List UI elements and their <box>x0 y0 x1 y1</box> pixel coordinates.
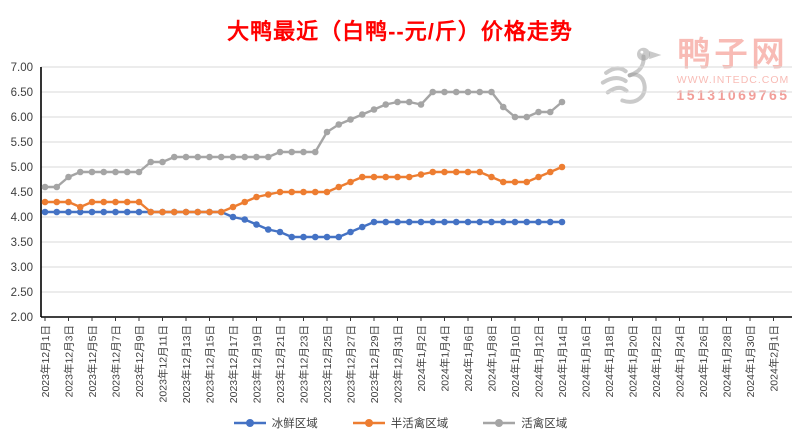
svg-text:2024年2月1日: 2024年2月1日 <box>768 325 781 392</box>
svg-text:2024年1月6日: 2024年1月6日 <box>462 325 475 392</box>
svg-text:6.50: 6.50 <box>11 87 33 99</box>
svg-text:2024年1月20日: 2024年1月20日 <box>627 325 640 397</box>
svg-text:2023年12月11日: 2023年12月11日 <box>157 325 170 402</box>
legend-label: 活禽区域 <box>521 418 568 430</box>
svg-text:2024年1月16日: 2024年1月16日 <box>580 325 593 397</box>
svg-text:2023年12月29日: 2023年12月29日 <box>368 325 381 403</box>
svg-text:2023年12月5日: 2023年12月5日 <box>86 325 99 397</box>
svg-text:2.50: 2.50 <box>11 287 33 299</box>
svg-text:6.00: 6.00 <box>11 112 33 124</box>
svg-text:2023年12月3日: 2023年12月3日 <box>63 325 76 397</box>
svg-text:2023年12月13日: 2023年12月13日 <box>180 325 193 403</box>
legend-item-chilled-area[interactable]: 冰鲜区域 <box>233 415 318 431</box>
svg-text:2024年1月28日: 2024年1月28日 <box>721 325 734 397</box>
svg-text:4.50: 4.50 <box>11 187 33 199</box>
svg-text:2023年12月31日: 2023年12月31日 <box>392 325 405 403</box>
chart-legend: 冰鲜区域 半活禽区域 活禽区域 <box>0 415 800 431</box>
svg-text:2023年12月21日: 2023年12月21日 <box>274 325 287 403</box>
legend-label: 半活禽区域 <box>390 418 449 430</box>
svg-text:2024年1月30日: 2024年1月30日 <box>744 325 757 397</box>
svg-text:3.00: 3.00 <box>11 262 33 274</box>
legend-line-dot-icon <box>233 419 266 427</box>
legend-item-live-poultry-area[interactable]: 活禽区域 <box>482 415 567 431</box>
svg-text:2023年12月27日: 2023年12月27日 <box>345 325 358 403</box>
svg-text:2023年12月9日: 2023年12月9日 <box>133 325 146 397</box>
svg-text:2024年1月14日: 2024年1月14日 <box>556 325 569 397</box>
svg-text:2024年1月12日: 2024年1月12日 <box>533 325 546 397</box>
legend-item-semi-live-poultry-area[interactable]: 半活禽区域 <box>352 415 449 431</box>
svg-text:2023年12月1日: 2023年12月1日 <box>39 325 52 397</box>
svg-text:7.00: 7.00 <box>11 62 33 74</box>
svg-text:2023年12月7日: 2023年12月7日 <box>110 325 123 397</box>
svg-text:5.50: 5.50 <box>11 137 33 149</box>
svg-text:2023年12月23日: 2023年12月23日 <box>298 325 311 403</box>
svg-text:2024年1月22日: 2024年1月22日 <box>650 325 663 397</box>
svg-text:2023年12月17日: 2023年12月17日 <box>227 325 240 403</box>
svg-text:2023年12月15日: 2023年12月15日 <box>204 325 217 403</box>
chart-title: 大鸭最近（白鸭--元/斤）价格走势 <box>227 19 573 44</box>
svg-text:4.00: 4.00 <box>11 212 33 224</box>
svg-text:2024年1月26日: 2024年1月26日 <box>697 325 710 397</box>
legend-line-dot-icon <box>483 419 516 427</box>
svg-text:2024年1月18日: 2024年1月18日 <box>603 325 616 397</box>
svg-text:2023年12月19日: 2023年12月19日 <box>251 325 264 403</box>
svg-text:3.50: 3.50 <box>11 237 33 249</box>
svg-text:2024年1月8日: 2024年1月8日 <box>486 325 499 392</box>
legend-line-dot-icon <box>352 419 385 427</box>
svg-text:2024年1月24日: 2024年1月24日 <box>674 325 687 397</box>
svg-text:5.00: 5.00 <box>11 162 33 174</box>
svg-text:2024年1月10日: 2024年1月10日 <box>509 325 522 397</box>
svg-text:2.00: 2.00 <box>11 312 33 324</box>
svg-text:2024年1月4日: 2024年1月4日 <box>439 325 452 392</box>
legend-label: 冰鲜区域 <box>271 418 318 430</box>
svg-text:2024年1月2日: 2024年1月2日 <box>415 325 428 392</box>
svg-text:2023年12月25日: 2023年12月25日 <box>321 325 334 403</box>
